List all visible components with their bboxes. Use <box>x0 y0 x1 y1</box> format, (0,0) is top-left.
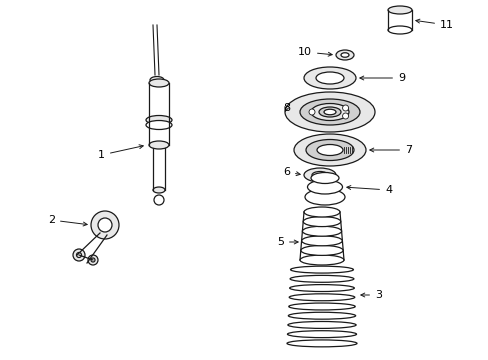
Ellipse shape <box>310 172 338 184</box>
Text: 8: 8 <box>282 103 289 113</box>
Ellipse shape <box>305 189 345 205</box>
Ellipse shape <box>288 303 354 310</box>
Ellipse shape <box>153 187 164 193</box>
Ellipse shape <box>289 285 354 292</box>
Ellipse shape <box>304 207 339 217</box>
Ellipse shape <box>287 321 355 328</box>
Text: 11: 11 <box>415 19 453 30</box>
Circle shape <box>98 218 112 232</box>
Ellipse shape <box>146 121 172 130</box>
Ellipse shape <box>324 109 335 115</box>
Text: 3: 3 <box>360 290 381 300</box>
Ellipse shape <box>315 72 343 84</box>
Ellipse shape <box>305 140 353 161</box>
Ellipse shape <box>288 294 354 301</box>
Ellipse shape <box>387 6 411 14</box>
Text: 9: 9 <box>359 73 404 83</box>
Ellipse shape <box>149 79 169 87</box>
Circle shape <box>76 252 81 257</box>
Text: 7: 7 <box>369 145 411 155</box>
Ellipse shape <box>300 246 343 255</box>
Circle shape <box>308 109 314 115</box>
Ellipse shape <box>387 26 411 34</box>
Ellipse shape <box>299 255 343 265</box>
Circle shape <box>154 195 163 205</box>
Ellipse shape <box>289 275 353 282</box>
Ellipse shape <box>316 144 342 156</box>
Text: 5: 5 <box>276 237 298 247</box>
Text: 6: 6 <box>283 167 300 177</box>
Ellipse shape <box>340 53 348 57</box>
Ellipse shape <box>301 236 342 246</box>
Circle shape <box>73 249 85 261</box>
Ellipse shape <box>303 217 340 226</box>
Circle shape <box>91 258 95 262</box>
Ellipse shape <box>299 99 359 125</box>
Ellipse shape <box>288 312 355 319</box>
Circle shape <box>91 211 119 239</box>
Ellipse shape <box>287 331 356 338</box>
Ellipse shape <box>286 340 356 347</box>
Ellipse shape <box>304 67 355 89</box>
Text: 1: 1 <box>98 145 143 160</box>
Ellipse shape <box>302 226 341 236</box>
Ellipse shape <box>311 171 327 179</box>
Circle shape <box>342 105 348 111</box>
Ellipse shape <box>285 92 374 132</box>
Circle shape <box>342 113 348 119</box>
Text: 4: 4 <box>346 185 391 195</box>
Ellipse shape <box>150 77 163 84</box>
Ellipse shape <box>290 266 353 273</box>
Text: 10: 10 <box>297 47 331 57</box>
Ellipse shape <box>304 168 335 182</box>
Ellipse shape <box>146 116 172 125</box>
Ellipse shape <box>293 134 365 166</box>
Ellipse shape <box>307 180 342 194</box>
Ellipse shape <box>318 107 340 117</box>
Ellipse shape <box>335 50 353 60</box>
Text: 2: 2 <box>48 215 87 226</box>
Ellipse shape <box>149 141 169 149</box>
Circle shape <box>88 255 98 265</box>
Ellipse shape <box>310 104 348 121</box>
